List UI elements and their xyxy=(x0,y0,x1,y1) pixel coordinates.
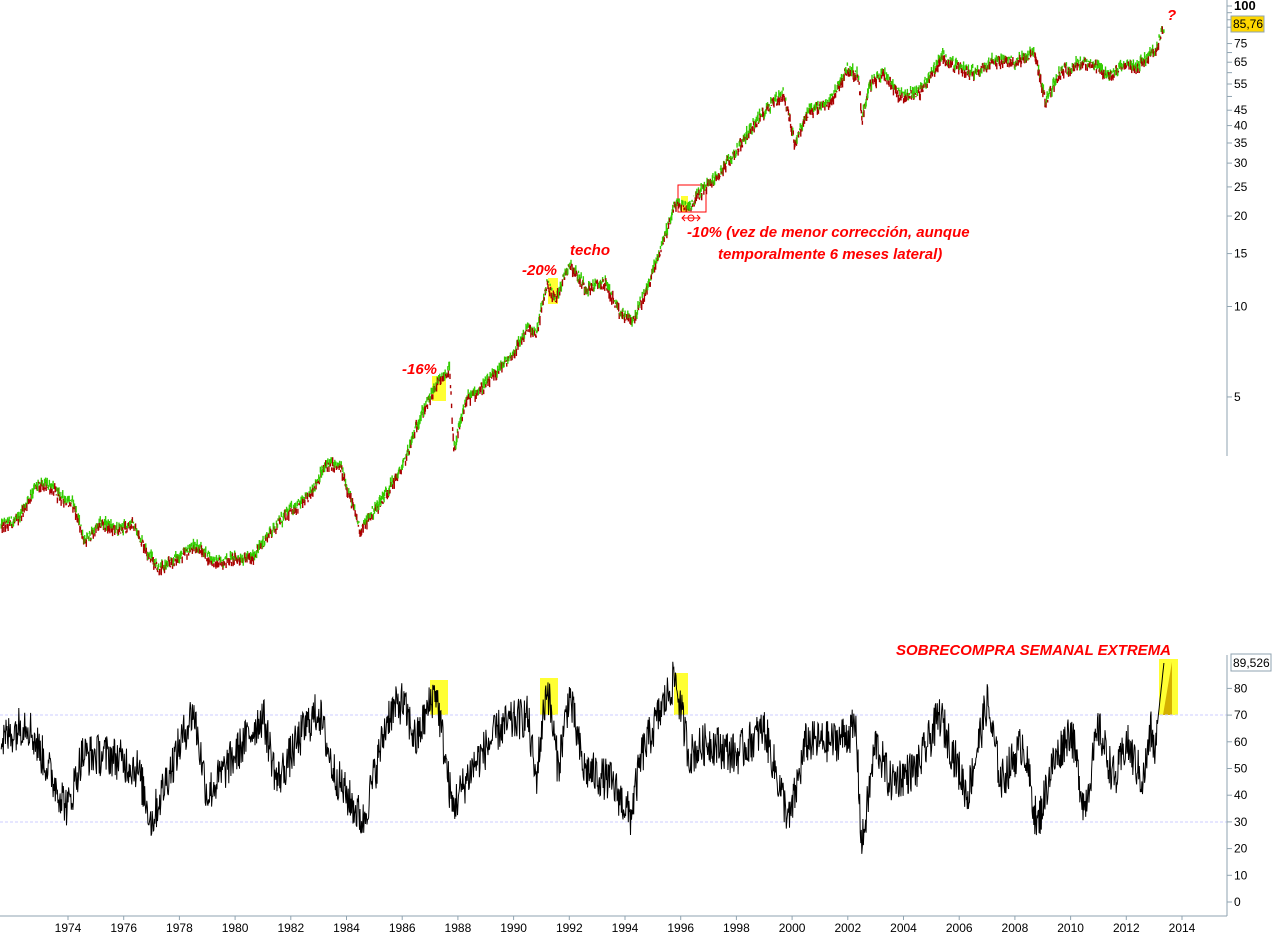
x-tick-label: 1974 xyxy=(55,921,82,935)
x-tick-label: 1980 xyxy=(222,921,249,935)
osc-fill-2013 xyxy=(1163,662,1172,715)
osc-tick-label: 10 xyxy=(1234,868,1248,882)
x-tick-label: 2006 xyxy=(946,921,973,935)
x-tick-label: 2000 xyxy=(779,921,806,935)
last-price-badge xyxy=(1230,15,1265,33)
x-tick-label: 1982 xyxy=(277,921,304,935)
x-tick-label: 1994 xyxy=(612,921,639,935)
x-tick-label: 1978 xyxy=(166,921,193,935)
price-tick-label: 30 xyxy=(1234,156,1248,170)
osc-tick-label: 40 xyxy=(1234,788,1248,802)
annotation-16pct: -16% xyxy=(402,361,437,378)
oscillator-line xyxy=(0,661,1165,854)
annotation-osc-title: SOBRECOMPRA SEMANAL EXTREMA xyxy=(896,642,1171,659)
annotation-techo: techo xyxy=(570,242,610,259)
box-1996 xyxy=(677,184,707,213)
x-tick-label: 2004 xyxy=(890,921,917,935)
x-tick-label: 1988 xyxy=(445,921,472,935)
annotation-20pct: -20% xyxy=(522,262,557,279)
highlight-1987 xyxy=(432,376,446,401)
annotation-10pct-line2: temporalmente 6 meses lateral) xyxy=(718,246,942,263)
price-tick-label: 55 xyxy=(1234,77,1248,91)
x-tick-label: 2012 xyxy=(1113,921,1140,935)
price-tick-label: 100 xyxy=(1234,0,1256,13)
last-osc-label: 89,526 xyxy=(1233,656,1270,670)
osc-tick-label: 0 xyxy=(1234,895,1241,909)
arrow-lateral-icon xyxy=(681,214,701,222)
x-tick-label: 1976 xyxy=(110,921,137,935)
price-tick-label: 40 xyxy=(1234,119,1248,133)
annotation-question: ? xyxy=(1167,7,1176,24)
price-tick-label: 25 xyxy=(1234,180,1248,194)
osc-tick-label: 50 xyxy=(1234,762,1248,776)
osc-tick-label: 70 xyxy=(1234,708,1248,722)
osc-tick-label: 20 xyxy=(1234,842,1248,856)
price-tick-label: 35 xyxy=(1234,136,1248,150)
price-tick-label: 65 xyxy=(1234,55,1248,69)
x-tick-label: 2008 xyxy=(1002,921,1029,935)
last-price-label: 85,76 xyxy=(1233,17,1263,31)
osc-tick-label: 80 xyxy=(1234,681,1248,695)
x-tick-label: 1996 xyxy=(667,921,694,935)
x-tick-label: 2002 xyxy=(834,921,861,935)
last-osc-badge xyxy=(1230,653,1272,672)
x-tick-label: 1986 xyxy=(389,921,416,935)
price-tick-label: 20 xyxy=(1234,209,1248,223)
price-tick-label: 45 xyxy=(1234,103,1248,117)
osc-tick-label: 30 xyxy=(1234,815,1248,829)
price-tick-label: 5 xyxy=(1234,390,1241,404)
x-tick-label: 2010 xyxy=(1057,921,1084,935)
x-tick-label: 1992 xyxy=(556,921,583,935)
price-tick-label: 10 xyxy=(1234,299,1248,313)
x-tick-label: 1990 xyxy=(500,921,527,935)
x-tick-label: 1998 xyxy=(723,921,750,935)
annotation-10pct-line1: -10% (vez de menor corrección, aunque xyxy=(687,224,970,241)
osc-tick-label: 60 xyxy=(1234,735,1248,749)
osc-highlight-1996 xyxy=(674,673,688,715)
x-tick-label: 2014 xyxy=(1169,921,1196,935)
x-tick-label: 1984 xyxy=(333,921,360,935)
price-tick-label: 75 xyxy=(1234,37,1248,51)
price-tick-label: 15 xyxy=(1234,247,1248,261)
